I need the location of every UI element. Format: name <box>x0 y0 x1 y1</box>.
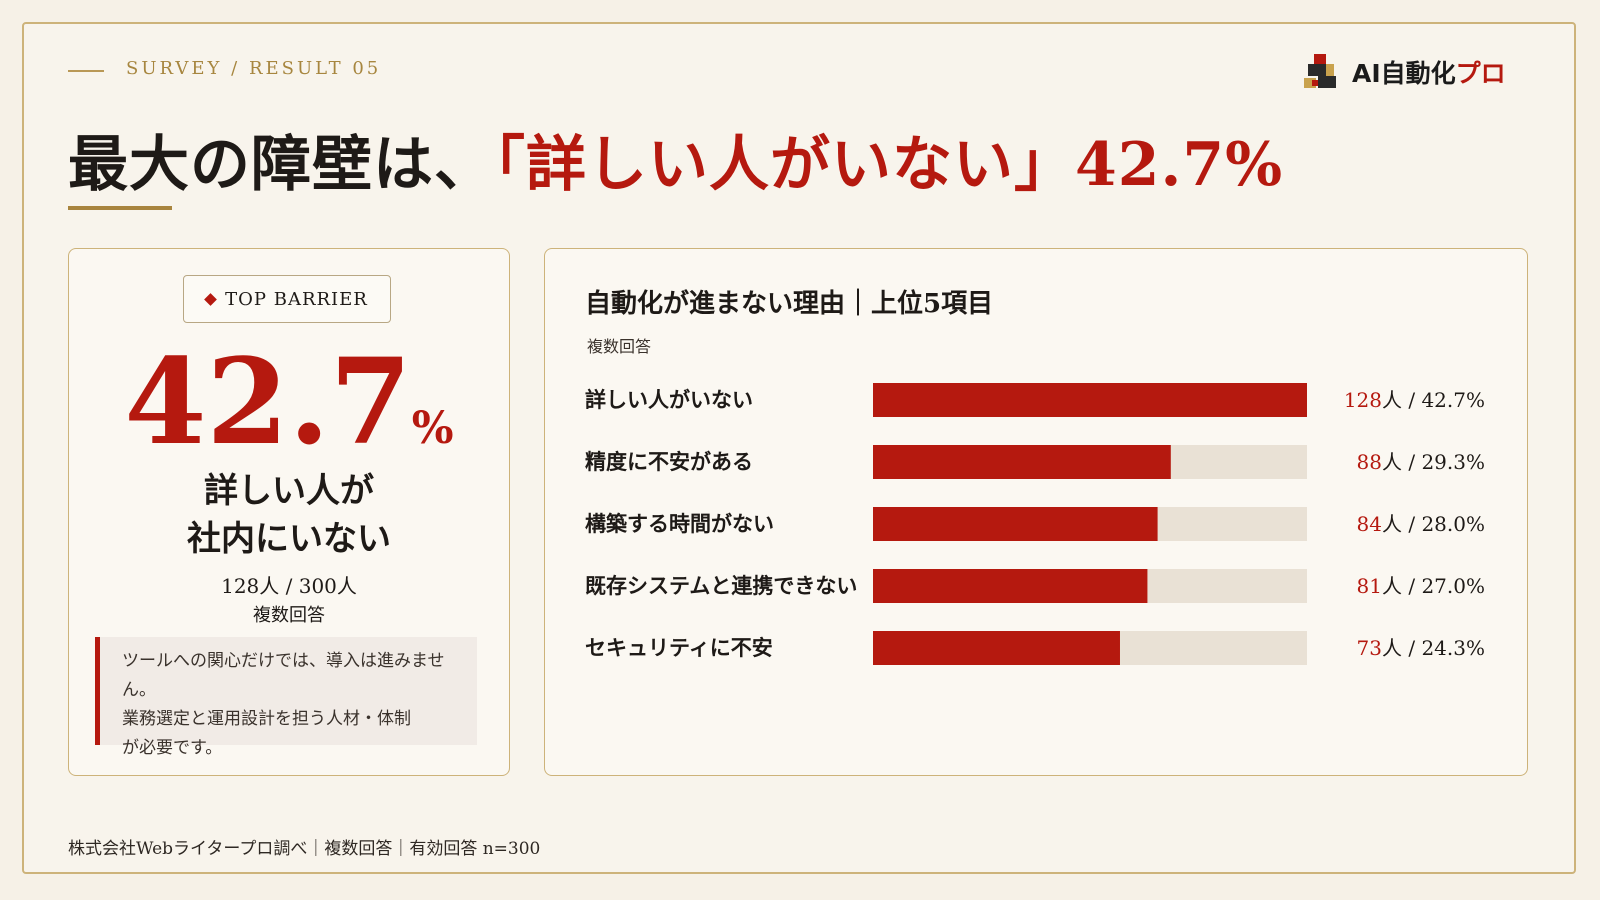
bar <box>873 507 1158 541</box>
logo-text-main: AI自動化 <box>1352 59 1456 88</box>
bar-count: 128 <box>1344 388 1382 412</box>
bar-count: 73 <box>1357 636 1382 660</box>
kicker-label: SURVEY / RESULT 05 <box>126 58 382 79</box>
chart-title: 自動化が進まない理由｜上位5項目 <box>585 289 994 319</box>
bar-percent: 29.3% <box>1421 450 1485 474</box>
stat-count: 128人 / 300人 <box>221 574 357 598</box>
kicker-rule <box>68 70 104 72</box>
chart-card: 自動化が進まない理由｜上位5項目 複数回答 詳しい人がいない 128人 / 42.… <box>544 248 1528 776</box>
bar-percent: 42.7% <box>1421 388 1485 412</box>
badge-label: TOP BARRIER <box>225 288 368 310</box>
bar <box>873 569 1148 603</box>
bar <box>873 383 1307 417</box>
bar-count-unit: 人 / <box>1382 450 1421 474</box>
headline-prefix: 最大の障壁は、 <box>68 130 495 200</box>
bar-value-label: 81人 / 27.0% <box>1357 574 1485 598</box>
bar-count-unit: 人 / <box>1382 636 1421 660</box>
chart-subtitle: 複数回答 <box>587 337 652 356</box>
stat-label: 詳しい人が 社内にいない <box>69 467 509 563</box>
source-footnote: 株式会社Webライタープロ調べ｜複数回答｜有効回答 n=300 <box>68 839 541 859</box>
bar-label: 既存システムと連携できない <box>585 573 857 598</box>
bar-count: 88 <box>1357 450 1382 474</box>
headline-highlight: 「詳しい人がいない」 <box>495 130 1075 200</box>
bar-label: セキュリティに不安 <box>585 635 773 660</box>
bar-count-unit: 人 / <box>1382 512 1421 536</box>
page-title: 最大の障壁は、「詳しい人がいない」42.7% <box>68 116 1283 203</box>
bar-percent: 24.3% <box>1421 636 1485 660</box>
bar-value-label: 128人 / 42.7% <box>1344 388 1485 412</box>
bar-chart: 詳しい人がいない 128人 / 42.7%精度に不安がある 88人 / 29.3%構… <box>585 383 1485 665</box>
big-stat-unit: % <box>411 403 454 454</box>
bar-percent: 27.0% <box>1421 574 1485 598</box>
top-barrier-badge: TOP BARRIER <box>183 275 391 323</box>
bar-count-unit: 人 / <box>1382 388 1421 412</box>
stat-count-block: 128人 / 300人 複数回答 <box>69 571 509 631</box>
comment-line-2: 業務選定と運用設計を担う人材・体制 <box>122 709 411 729</box>
bar-count: 84 <box>1357 512 1382 536</box>
bar-label: 精度に不安がある <box>585 449 753 474</box>
headline-underline <box>68 206 172 210</box>
bar <box>873 631 1120 665</box>
logo-cube-icon <box>1304 54 1336 88</box>
brand-logo: AI自動化プロ <box>1300 46 1540 98</box>
stat-label-line1: 詳しい人が <box>204 471 374 511</box>
comment-line-1: ツールへの関心だけでは、導入は進みません。 <box>122 651 445 700</box>
logo-wordmark: AI自動化プロ <box>1352 54 1506 90</box>
big-stat: 42.7% <box>69 343 509 461</box>
summary-card: TOP BARRIER 42.7% 詳しい人が 社内にいない 128人 / 30… <box>68 248 510 776</box>
diamond-icon <box>204 292 217 306</box>
bar-percent: 28.0% <box>1421 512 1485 536</box>
bar-value-label: 84人 / 28.0% <box>1357 512 1485 536</box>
bar-count-unit: 人 / <box>1382 574 1421 598</box>
bar-count: 81 <box>1357 574 1382 598</box>
stat-label-line2: 社内にいない <box>187 519 391 559</box>
bar-label: 詳しい人がいない <box>585 387 753 412</box>
bar-value-label: 88人 / 29.3% <box>1357 450 1485 474</box>
bar <box>873 445 1171 479</box>
logo-text-accent: プロ <box>1455 59 1506 88</box>
comment-box: ツールへの関心だけでは、導入は進みません。 業務選定と運用設計を担う人材・体制 … <box>95 637 477 758</box>
bar-label: 構築する時間がない <box>585 511 774 536</box>
headline-value: 42.7% <box>1075 130 1284 200</box>
stat-multi-note: 複数回答 <box>253 605 325 626</box>
comment-line-3: が必要です。 <box>122 738 223 758</box>
bar-value-label: 73人 / 24.3% <box>1357 636 1485 660</box>
big-stat-value: 42.7 <box>124 332 412 471</box>
